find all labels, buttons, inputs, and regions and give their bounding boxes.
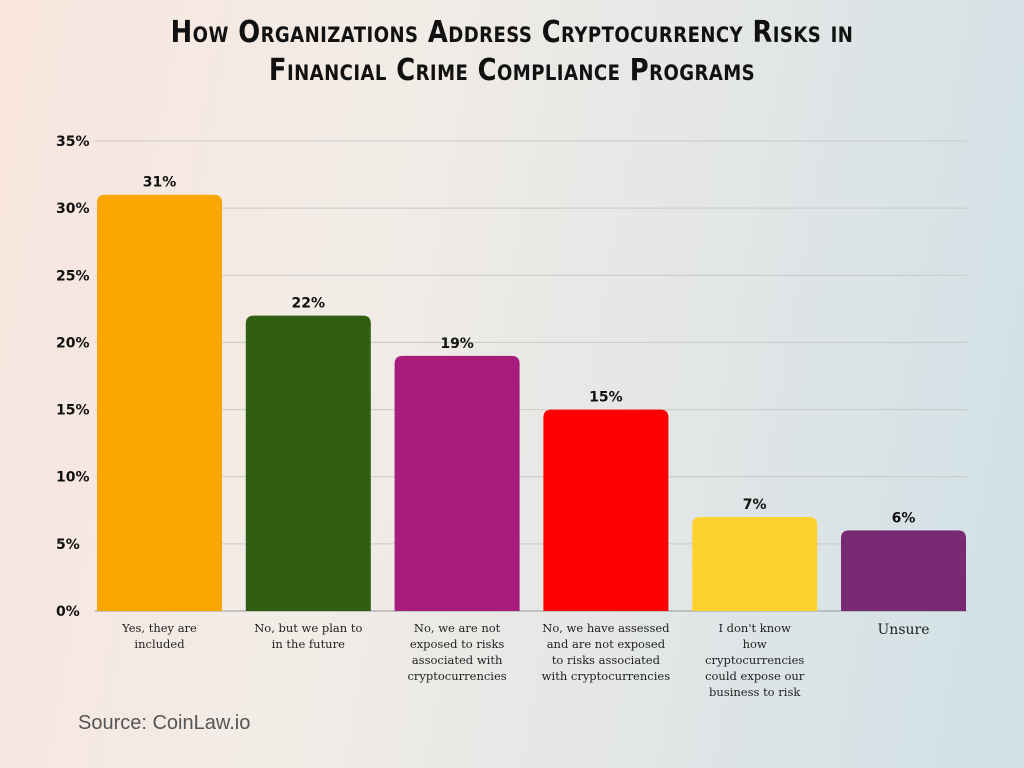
y-tick-label: 15% — [56, 403, 90, 419]
y-tick-label: 5% — [56, 537, 80, 553]
bar — [841, 530, 966, 611]
x-tick-label: No, we are not exposed to risks associat… — [407, 621, 507, 683]
data-label: 22% — [292, 296, 326, 312]
chart-title: How Organizations Address Cryptocurrency… — [72, 14, 953, 90]
data-label: 19% — [440, 336, 474, 352]
y-tick-label: 30% — [56, 201, 90, 217]
chart-title-line-2: Financial Crime Compliance Programs — [268, 53, 756, 88]
data-label: 6% — [892, 510, 916, 526]
x-tick-label: Unsure — [877, 622, 930, 638]
y-tick-label: 25% — [56, 268, 90, 284]
y-tick-label: 0% — [56, 604, 80, 620]
y-tick-label: 20% — [56, 335, 90, 351]
x-tick-label: I don't know how cryptocurrencies could … — [705, 621, 805, 699]
bar — [543, 409, 669, 611]
data-label: 7% — [743, 497, 767, 513]
y-tick-label: 35% — [56, 134, 90, 150]
x-tick-label: No, but we plan to in the future — [254, 621, 363, 651]
bar — [245, 315, 371, 611]
data-label: 15% — [589, 390, 623, 406]
data-label: 31% — [143, 175, 177, 191]
bar — [97, 194, 222, 611]
y-tick-label: 10% — [56, 470, 90, 486]
x-tick-label: No, we have assessed and are not exposed… — [541, 621, 671, 683]
bar — [692, 517, 818, 611]
x-tick-label: Yes, they are included — [122, 621, 197, 651]
source-note: Source: CoinLaw.io — [78, 712, 251, 734]
chart-title-line-1: How Organizations Address Cryptocurrency… — [170, 15, 854, 50]
bar — [394, 355, 520, 611]
